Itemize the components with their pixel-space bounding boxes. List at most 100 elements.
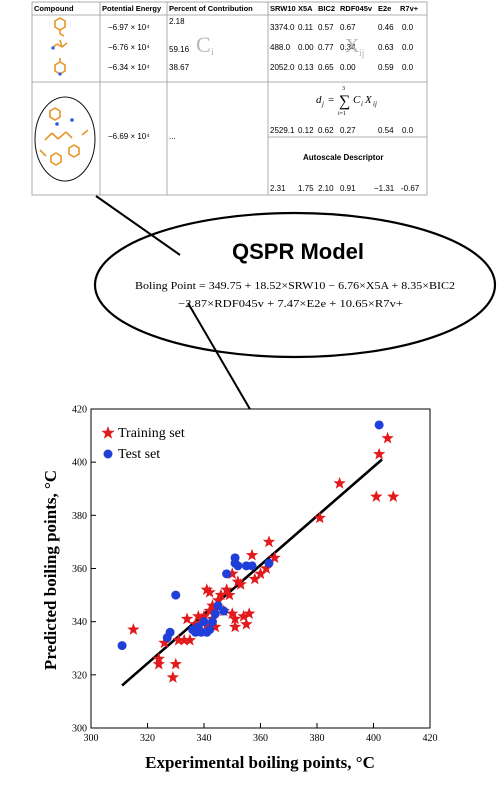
autoscale-e2e: −1.31 xyxy=(374,184,395,193)
descriptor-formula: d j = ∑ 3 i=1 C i X ij xyxy=(316,86,377,117)
formula-upper: 3 xyxy=(342,86,345,92)
y-tick-label: 420 xyxy=(72,405,87,416)
row1-energy: −6.97 × 10⁴ xyxy=(108,23,150,32)
training-point xyxy=(260,562,273,574)
training-point xyxy=(231,575,245,588)
test-point xyxy=(213,601,223,611)
header-e2e: E2e xyxy=(378,4,391,13)
x-tick-label: 420 xyxy=(423,733,438,744)
x-tick-label: 380 xyxy=(310,733,325,744)
row1-srw10: 3374.0 xyxy=(270,23,295,32)
y-axis-label: Predicted boiling points, °C xyxy=(41,470,60,670)
complex-percent: ... xyxy=(169,132,176,141)
complex-bic2: 0.62 xyxy=(318,126,334,135)
training-point xyxy=(180,612,194,625)
test-point xyxy=(117,641,127,651)
header-x5a: X5A xyxy=(298,4,313,13)
training-point xyxy=(240,617,253,630)
autoscale-rdf045v: 0.91 xyxy=(340,184,356,193)
test-point xyxy=(210,609,220,619)
row3-bic2: 0.65 xyxy=(318,63,334,72)
training-point xyxy=(254,567,267,580)
autoscale-bic2: 2.10 xyxy=(318,184,334,193)
training-point xyxy=(209,620,222,633)
complex-energy: −6.69 × 10⁴ xyxy=(108,132,150,141)
test-point xyxy=(233,561,243,571)
training-point xyxy=(200,583,213,595)
training-point xyxy=(387,490,400,502)
training-point xyxy=(223,588,236,601)
training-point xyxy=(333,476,346,489)
training-point xyxy=(203,585,216,598)
formula-lhs: d xyxy=(316,94,322,106)
x-axis-label: Experimental boiling points, °C xyxy=(145,753,375,772)
xij-watermark: X xyxy=(345,35,360,57)
y-tick-label: 320 xyxy=(72,670,87,681)
row2-x5a: 0.00 xyxy=(298,43,314,52)
legend-training-label: Training set xyxy=(118,426,185,441)
legend-star-icon xyxy=(101,426,115,439)
training-point xyxy=(152,657,165,670)
fit-line xyxy=(121,458,383,687)
y-tick-label: 400 xyxy=(72,458,87,469)
row2-energy: −6.76 × 10⁴ xyxy=(108,43,150,52)
test-point xyxy=(205,625,215,635)
training-point xyxy=(183,633,197,646)
row2-bic2: 0.77 xyxy=(318,43,334,52)
complex-r7v: 0.0 xyxy=(402,126,414,135)
formula-x-sub: ij xyxy=(373,100,377,108)
training-point xyxy=(172,633,185,646)
training-point xyxy=(127,623,140,635)
x-tick-label: 320 xyxy=(140,733,155,744)
ci-watermark: C xyxy=(196,32,211,57)
row3-srw10: 2052.0 xyxy=(270,63,295,72)
formula-sum-icon: ∑ xyxy=(339,93,350,110)
compound-structure-icon xyxy=(54,17,66,37)
training-point xyxy=(234,578,247,590)
training-point xyxy=(373,447,386,460)
training-point xyxy=(248,572,261,585)
axis-ticks: 300 320 340 360 380 400 420 300 320 340 360 380 400 4… xyxy=(72,405,438,745)
ci-watermark-sub: i xyxy=(211,47,214,58)
x-tick-label: 400 xyxy=(366,733,381,744)
boiling-point-chart: 300 320 340 360 380 400 420 300 320 340 360 380 400 4… xyxy=(41,405,438,773)
training-point xyxy=(228,620,242,633)
legend-test-marker xyxy=(103,449,113,459)
row1-x5a: 0.11 xyxy=(298,23,314,32)
test-point xyxy=(264,558,274,568)
row1-rdf045v: 0.67 xyxy=(340,23,356,32)
complex-structure-icon xyxy=(34,96,96,182)
formula-equals: = xyxy=(328,94,334,106)
autoscale-label: Autoscale Descriptor xyxy=(303,153,383,162)
training-point xyxy=(262,535,276,548)
y-tick-label: 300 xyxy=(72,724,87,735)
row3-e2e: 0.59 xyxy=(378,63,394,72)
test-point xyxy=(165,627,175,637)
x-tick-label: 300 xyxy=(84,733,99,744)
data-points xyxy=(117,420,400,683)
row1-bic2: 0.57 xyxy=(318,23,334,32)
training-point xyxy=(214,588,228,601)
training-point xyxy=(370,490,383,502)
complex-srw10: 2529.1 xyxy=(270,126,295,135)
row1-r7v: 0.0 xyxy=(402,23,414,32)
model-equation-line1: Boling Point = 349.75 + 18.52×SRW10 − 6.… xyxy=(135,280,455,292)
test-point xyxy=(207,617,217,627)
training-point xyxy=(166,671,180,683)
training-point xyxy=(152,652,165,665)
row3-x5a: 0.13 xyxy=(298,63,314,72)
table-to-model-arrow xyxy=(95,195,181,256)
test-point xyxy=(171,590,181,600)
header-bic2: BIC2 xyxy=(318,4,335,13)
formula-lhs-sub: j xyxy=(321,100,324,108)
training-point xyxy=(192,609,205,622)
training-point xyxy=(313,511,326,524)
legend-test-label: Test set xyxy=(118,447,160,462)
training-point xyxy=(226,607,239,619)
row2-rdf045v: 0.34 xyxy=(340,43,356,52)
training-point xyxy=(178,633,191,646)
training-point xyxy=(268,551,281,564)
xij-watermark-sub: ij xyxy=(359,48,365,59)
formula-lower: i=1 xyxy=(338,111,346,117)
